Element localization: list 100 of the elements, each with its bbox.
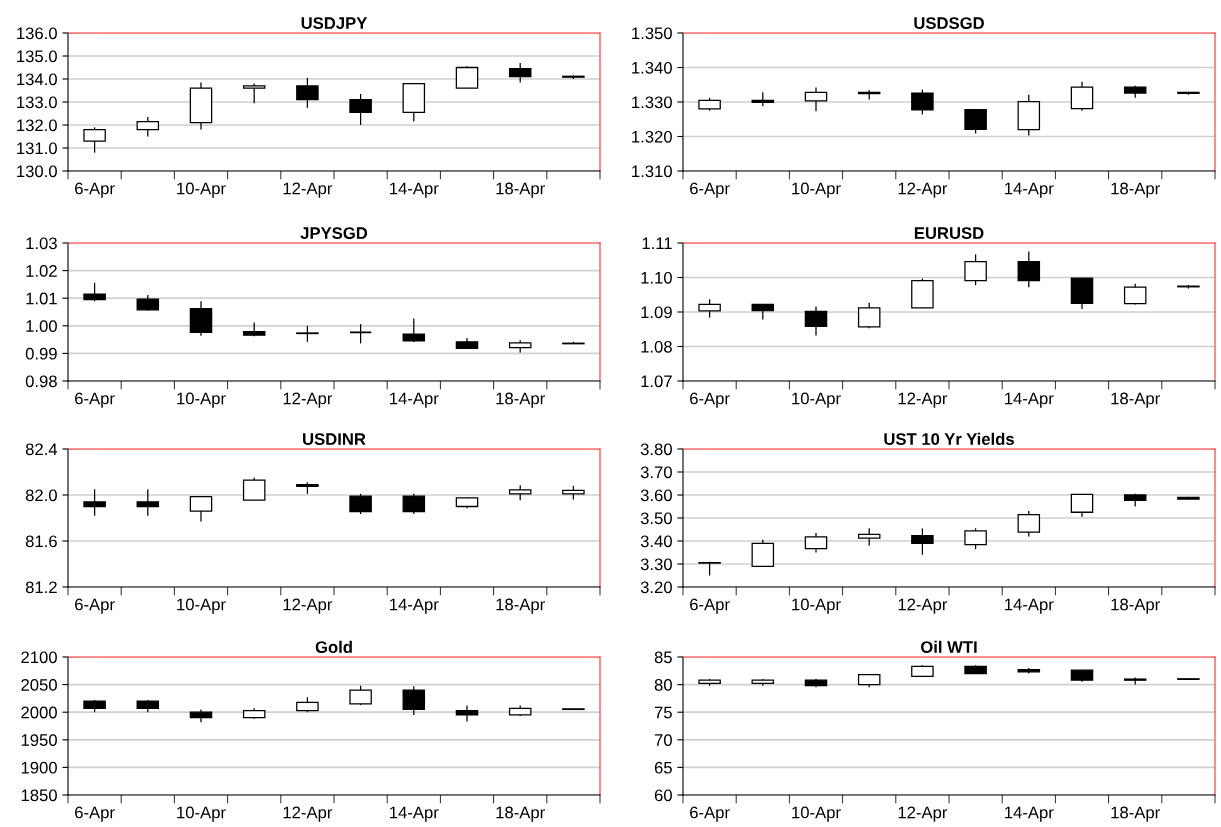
x-tick-label: 18-Apr (496, 598, 545, 614)
y-tick-label: 136.0 (17, 27, 57, 40)
y-tick-label: 3.80 (640, 443, 672, 456)
x-tick-label: 12-Apr (898, 806, 948, 822)
y-tick-label: 1.09 (641, 306, 672, 319)
x-tick-label: 6-Apr (75, 392, 115, 408)
y-tick-label: 65 (654, 761, 672, 774)
x-tick-label: 6-Apr (690, 182, 730, 198)
x-tick-label: 14-Apr (1005, 182, 1054, 198)
y-tick-label: 130.0 (17, 165, 57, 178)
x-tick-label: 6-Apr (75, 182, 115, 198)
candlestick (83, 282, 106, 302)
y-tick-label: 3.30 (640, 558, 672, 571)
y-tick-label: 3.60 (640, 489, 672, 502)
x-tick-label: 18-Apr (1111, 806, 1160, 822)
candlestick (508, 62, 532, 84)
candlestick (242, 477, 266, 501)
candlestick (964, 253, 987, 286)
y-tick-label: 82.4 (25, 443, 58, 456)
chart-title: JPYSGD (300, 227, 368, 239)
x-tick-label: 10-Apr (792, 806, 841, 822)
x-tick-label: 18-Apr (496, 182, 545, 198)
x-tick-label: 14-Apr (1005, 598, 1054, 614)
x-tick-label: 10-Apr (177, 806, 226, 822)
x-tick-label: 18-Apr (1111, 182, 1160, 198)
x-tick-label: 12-Apr (898, 182, 948, 198)
x-tick-label: 10-Apr (177, 182, 226, 198)
y-tick-label: 131.0 (17, 142, 57, 155)
y-tick-label: 2050 (21, 679, 57, 691)
candlestick (402, 685, 426, 716)
candlestick (83, 126, 106, 154)
candlestick (296, 77, 319, 109)
y-tick-label: 1.340 (632, 61, 672, 74)
y-tick-label: 0.98 (25, 375, 57, 388)
x-tick-label: 18-Apr (1111, 598, 1160, 614)
candlestick (964, 527, 987, 550)
candlestick (804, 532, 828, 554)
x-tick-label: 10-Apr (177, 392, 226, 408)
y-tick-label: 1.10 (641, 271, 672, 284)
y-tick-label: 1.08 (641, 340, 672, 353)
chart-title: USDSGD (914, 17, 984, 29)
y-tick-label: 1.320 (632, 130, 672, 143)
x-tick-label: 18-Apr (496, 392, 545, 408)
y-tick-label: 1.350 (632, 27, 672, 40)
y-tick-label: 3.70 (640, 466, 672, 479)
candlestick (964, 108, 987, 135)
candlestick (189, 496, 213, 523)
chart-title: Gold (315, 640, 352, 653)
chart-title: USDJPY (301, 17, 368, 29)
x-tick-label: 18-Apr (1111, 392, 1160, 408)
y-tick-label: 85 (654, 651, 672, 664)
x-tick-label: 12-Apr (898, 598, 948, 614)
y-tick-label: 2000 (21, 706, 57, 719)
x-tick-label: 10-Apr (792, 392, 841, 408)
x-tick-label: 6-Apr (690, 806, 730, 822)
y-tick-label: 1.330 (632, 96, 672, 109)
x-tick-label: 14-Apr (390, 392, 439, 408)
y-tick-label: 70 (654, 734, 672, 746)
candlestick (911, 88, 934, 116)
candlestick (242, 82, 266, 104)
y-tick-label: 134.0 (17, 73, 57, 86)
y-tick-label: 1.11 (642, 237, 672, 250)
y-tick-label: 1.01 (26, 292, 57, 305)
candlestick (751, 539, 775, 567)
x-tick-label: 6-Apr (75, 598, 115, 614)
x-tick-label: 18-Apr (496, 806, 545, 822)
chart-title: EURUSD (914, 227, 984, 239)
candlestick (698, 298, 721, 319)
candlestick (911, 527, 934, 556)
candlestick (455, 65, 479, 89)
x-tick-label: 14-Apr (390, 182, 439, 198)
candlestick (804, 86, 828, 112)
y-tick-label: 82.0 (25, 489, 57, 502)
y-tick-label: 1950 (21, 734, 57, 746)
y-tick-label: 0.99 (25, 347, 57, 360)
x-tick-label: 12-Apr (283, 182, 333, 198)
x-tick-label: 14-Apr (1005, 392, 1054, 408)
y-tick-label: 1.03 (26, 237, 57, 250)
chart-title: UST 10 Yr Yields (884, 432, 1014, 445)
y-tick-label: 133.0 (17, 96, 57, 109)
x-tick-label: 12-Apr (283, 806, 333, 822)
y-tick-label: 1.02 (26, 265, 57, 277)
candlestick (1017, 250, 1041, 288)
candlestick (402, 493, 426, 515)
x-tick-label: 14-Apr (390, 806, 439, 822)
x-tick-label: 12-Apr (898, 392, 948, 408)
y-tick-label: 1.00 (26, 320, 57, 332)
x-tick-label: 12-Apr (283, 392, 333, 408)
x-tick-label: 6-Apr (75, 806, 115, 822)
candlestick (349, 93, 372, 126)
y-tick-label: 3.40 (640, 535, 672, 548)
chart-title: Oil WTI (920, 640, 977, 653)
y-tick-label: 1.310 (632, 165, 672, 178)
y-tick-label: 132.0 (17, 119, 57, 132)
chart-title: USDINR (303, 433, 366, 445)
x-tick-label: 12-Apr (283, 598, 333, 614)
y-tick-label: 75 (654, 706, 672, 719)
x-tick-label: 14-Apr (390, 598, 439, 614)
candlestick (1017, 510, 1041, 538)
y-tick-label: 1.07 (641, 375, 672, 388)
